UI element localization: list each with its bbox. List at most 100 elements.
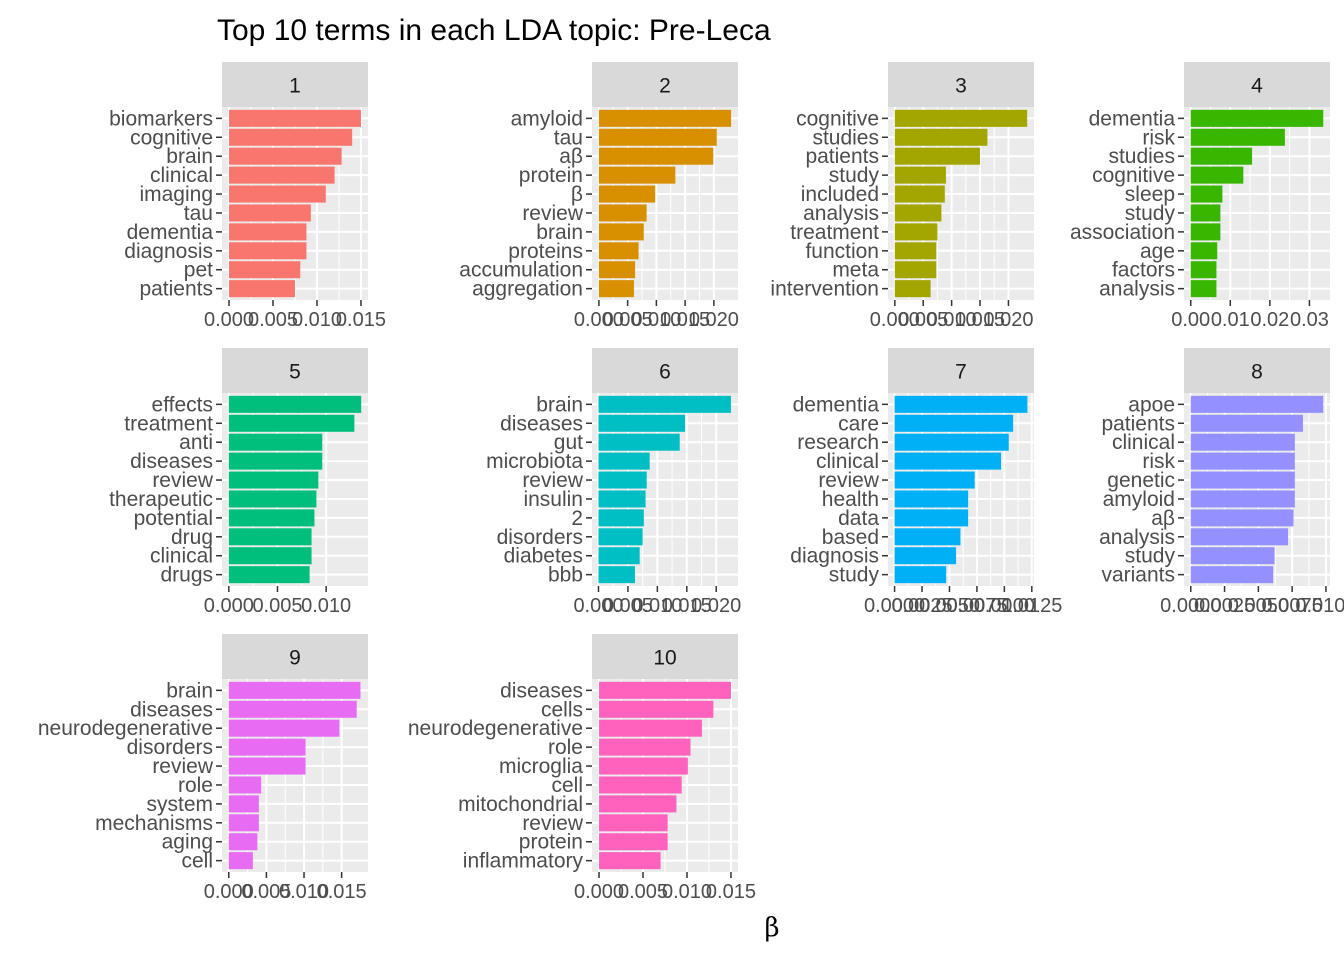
- x-tick-label: 0.0075: [1262, 595, 1323, 617]
- y-tick-label: review: [522, 202, 584, 225]
- y-tick-label: potential: [134, 507, 213, 530]
- bar-aβ: [598, 147, 714, 165]
- facet-label: 9: [289, 647, 301, 670]
- y-tick-label: microglia: [499, 755, 583, 778]
- x-axis-title: β: [764, 913, 779, 943]
- bar-mitochondrial: [599, 795, 677, 813]
- y-tick-label: brain: [166, 679, 213, 702]
- chart-title: Top 10 terms in each LDA topic: Pre-Leca: [217, 14, 771, 47]
- x-tick-label: 0.02: [1250, 309, 1289, 331]
- y-tick-label: apoe: [1128, 393, 1175, 416]
- bar-risk: [1190, 128, 1285, 146]
- y-tick-label: studies: [812, 126, 879, 149]
- bar-diagnosis: [229, 242, 307, 260]
- bar-bbb: [598, 566, 635, 584]
- y-tick-label: diabetes: [504, 545, 583, 568]
- y-tick-label: biomarkers: [109, 107, 213, 130]
- y-tick-label: system: [146, 793, 213, 816]
- y-tick-label: analysis: [803, 202, 879, 225]
- y-tick-label: bbb: [548, 564, 583, 587]
- bar-genetic: [1190, 471, 1295, 489]
- x-tick-label: 0.000: [573, 595, 623, 617]
- bar-treatment: [228, 414, 355, 432]
- y-tick-label: clinical: [150, 545, 213, 568]
- y-tick-label: intervention: [770, 278, 879, 301]
- x-tick-label: 0.010: [662, 881, 712, 903]
- bar-review: [598, 471, 647, 489]
- y-tick-label: treatment: [124, 412, 213, 435]
- y-tick-label: meta: [832, 259, 879, 282]
- y-tick-label: based: [822, 526, 879, 549]
- x-tick-label: 0.005: [252, 595, 302, 617]
- bar-disorders: [228, 738, 306, 756]
- x-tick-label: 0.020: [983, 309, 1033, 331]
- y-tick-label: care: [838, 412, 879, 435]
- y-tick-label: age: [1140, 240, 1175, 263]
- bar-cognitive: [1190, 166, 1244, 184]
- x-tick-label: 0.0000: [864, 595, 925, 617]
- panel-1: 1 0.0000.0050.0100.015 biomarkerscognitive…: [109, 62, 386, 331]
- bar-potential: [228, 509, 315, 527]
- bar-therapeutic: [228, 490, 317, 508]
- bar-patients: [894, 147, 981, 165]
- bar-microbiota: [598, 452, 650, 470]
- y-tick-label: tau: [554, 126, 583, 149]
- y-tick-label: review: [152, 755, 214, 778]
- bar-study: [1190, 204, 1221, 222]
- bar-tau: [598, 128, 717, 146]
- x-tick-label: 0.010: [279, 881, 329, 903]
- y-tick-label: neurodegenerative: [408, 717, 583, 740]
- bar-disorders: [598, 528, 643, 546]
- bar-dementia: [1190, 109, 1324, 127]
- facet-strip: [592, 348, 738, 393]
- y-tick-label: aβ: [1151, 507, 1175, 530]
- bar-drugs: [228, 566, 310, 584]
- bar-data: [894, 509, 969, 527]
- x-tick-label: 0.015: [317, 881, 367, 903]
- bar-based: [894, 528, 961, 546]
- y-tick-label: review: [152, 469, 214, 492]
- y-tick-label: amyloid: [1103, 488, 1175, 511]
- bar-research: [894, 433, 1009, 451]
- y-tick-label: study: [1125, 545, 1176, 568]
- x-tick-label: 0.0050: [1228, 595, 1289, 617]
- panel-5: 5 0.0000.0050.010 effectstreatmentantidise…: [109, 348, 368, 617]
- y-tick-label: sleep: [1125, 183, 1175, 206]
- y-tick-label: association: [1070, 221, 1175, 244]
- y-tick-label: brain: [536, 221, 583, 244]
- x-tick-label: 0.010: [632, 595, 682, 617]
- y-tick-label: diseases: [500, 679, 583, 702]
- x-tick-label: 0.0100: [974, 595, 1035, 617]
- bar-meta: [894, 261, 937, 279]
- y-tick-label: treatment: [790, 221, 879, 244]
- y-tick-label: therapeutic: [109, 488, 213, 511]
- facet-label: 3: [955, 75, 967, 98]
- bar-pet: [229, 261, 301, 279]
- x-tick-label: 0.005: [603, 595, 653, 617]
- y-tick-label: included: [801, 183, 879, 206]
- bar-sleep: [1190, 185, 1223, 203]
- x-tick-label: 0.000: [204, 881, 254, 903]
- x-tick-label: 0.010: [927, 309, 977, 331]
- bar-neurodegenerative: [599, 719, 702, 737]
- y-tick-label: role: [548, 736, 583, 759]
- x-tick-label: 0.0075: [946, 595, 1007, 617]
- facet-strip: [888, 348, 1034, 393]
- bar-study: [1190, 547, 1275, 565]
- y-tick-label: drug: [171, 526, 213, 549]
- facet-label: 6: [659, 361, 671, 384]
- bar-studies: [894, 128, 988, 146]
- bar-clinical: [894, 452, 1002, 470]
- bar-role: [599, 738, 691, 756]
- y-tick-label: research: [797, 431, 879, 454]
- y-tick-label: protein: [519, 831, 583, 854]
- y-tick-label: disorders: [127, 736, 213, 759]
- x-tick-label: 0.000: [574, 881, 624, 903]
- y-tick-label: disorders: [497, 526, 583, 549]
- facet-strip: [1184, 62, 1330, 107]
- y-tick-label: diseases: [130, 698, 213, 721]
- y-tick-label: inflammatory: [463, 850, 584, 873]
- y-tick-label: study: [1125, 202, 1176, 225]
- y-tick-label: amyloid: [511, 107, 583, 130]
